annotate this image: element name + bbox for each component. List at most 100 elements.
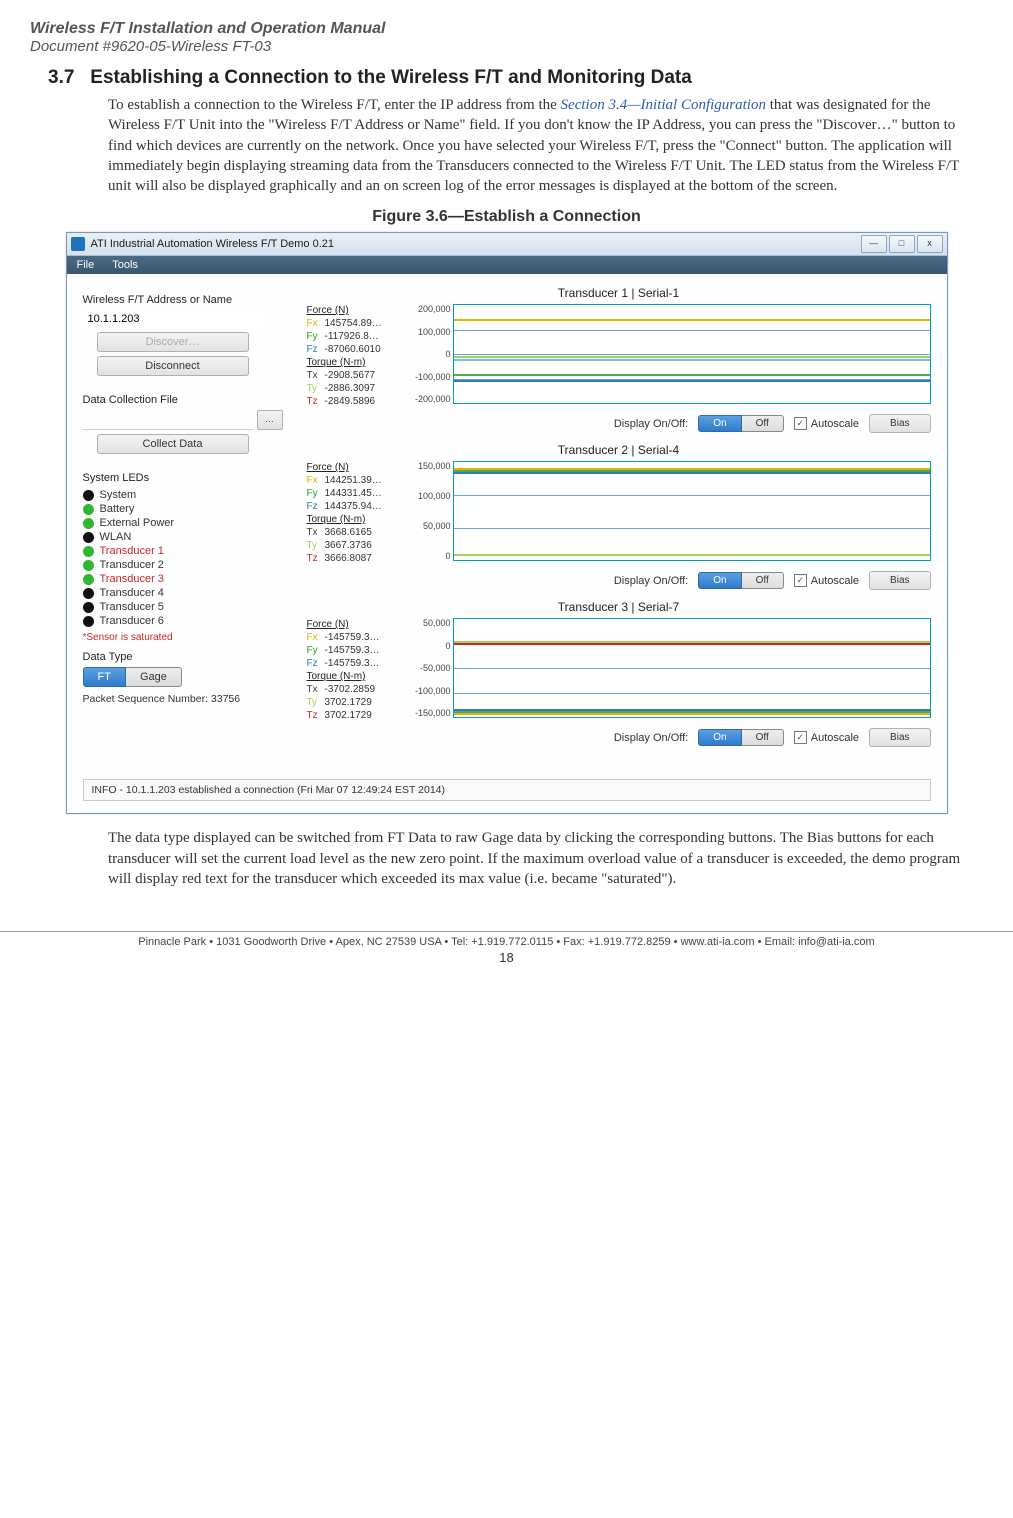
led-indicator-icon	[83, 504, 94, 515]
chart: 50,0000-50,000-100,000-150,000	[453, 618, 931, 718]
display-off-button[interactable]: Off	[742, 729, 784, 746]
app-window: ATI Industrial Automation Wireless F/T D…	[66, 232, 948, 814]
titlebar: ATI Industrial Automation Wireless F/T D…	[67, 233, 947, 256]
footer: Pinnacle Park • 1031 Goodworth Drive • A…	[0, 931, 1013, 948]
display-controls: Display On/Off: OnOff ✓ Autoscale Bias	[307, 728, 931, 747]
display-on-button[interactable]: On	[698, 729, 741, 746]
led-indicator-icon	[83, 588, 94, 599]
led-label: Transducer 2	[100, 559, 164, 571]
led-label: Transducer 4	[100, 587, 164, 599]
file-path-input[interactable]	[83, 411, 253, 430]
led-indicator-icon	[83, 616, 94, 627]
section-title: Establishing a Connection to the Wireles…	[90, 67, 692, 88]
display-off-button[interactable]: Off	[742, 572, 784, 589]
disconnect-button[interactable]: Disconnect	[97, 356, 249, 376]
display-label: Display On/Off:	[614, 575, 688, 587]
led-item: Transducer 5	[83, 600, 283, 614]
led-label: System	[100, 489, 137, 501]
led-indicator-icon	[83, 546, 94, 557]
bias-button[interactable]: Bias	[869, 414, 930, 433]
data-file-label: Data Collection File	[83, 394, 283, 406]
chart: 150,000100,00050,0000	[453, 461, 931, 561]
saturated-note: *Sensor is saturated	[83, 632, 283, 643]
display-label: Display On/Off:	[614, 418, 688, 430]
menu-file[interactable]: File	[77, 259, 95, 271]
display-on-button[interactable]: On	[698, 415, 741, 432]
section-link[interactable]: Section 3.4—Initial Configuration	[561, 97, 766, 113]
left-panel: Wireless F/T Address or Name Discover… D…	[83, 286, 283, 757]
autoscale-checkbox[interactable]: ✓ Autoscale	[794, 417, 859, 430]
led-item: Transducer 4	[83, 586, 283, 600]
led-indicator-icon	[83, 490, 94, 501]
led-item: System	[83, 488, 283, 502]
led-label: Battery	[100, 503, 135, 515]
data-type-label: Data Type	[83, 651, 283, 663]
led-indicator-icon	[83, 518, 94, 529]
led-item: WLAN	[83, 530, 283, 544]
gage-button[interactable]: Gage	[126, 667, 182, 687]
transducer-block: Transducer 1 | Serial-1 Force (N)Fx145754…	[307, 286, 931, 433]
figure-caption: Figure 3.6—Establish a Connection	[30, 208, 983, 226]
display-off-button[interactable]: Off	[742, 415, 784, 432]
led-indicator-icon	[83, 560, 94, 571]
autoscale-label: Autoscale	[811, 575, 859, 587]
led-list: System Battery External Power WLAN Transduce…	[83, 488, 283, 628]
led-item: Transducer 2	[83, 558, 283, 572]
led-item: Transducer 6	[83, 614, 283, 628]
led-label: Transducer 6	[100, 615, 164, 627]
close-button[interactable]: x	[917, 235, 943, 253]
y-axis-labels: 150,000100,00050,0000	[407, 461, 451, 561]
minimize-button[interactable]: —	[861, 235, 887, 253]
browse-button[interactable]: …	[257, 410, 283, 430]
address-label: Wireless F/T Address or Name	[83, 294, 283, 306]
checkbox-icon: ✓	[794, 574, 807, 587]
led-label: Transducer 3	[100, 573, 164, 585]
autoscale-label: Autoscale	[811, 418, 859, 430]
info-log: INFO - 10.1.1.203 established a connecti…	[83, 779, 931, 801]
led-label: External Power	[100, 517, 175, 529]
readings-panel: Force (N)Fx-145759.3…Fy-145759.3…Fz-1457…	[307, 618, 397, 722]
transducer-block: Transducer 2 | Serial-4 Force (N)Fx144251…	[307, 443, 931, 590]
chart: 200,000100,0000-100,000-200,000	[453, 304, 931, 404]
checkbox-icon: ✓	[794, 731, 807, 744]
display-controls: Display On/Off: OnOff ✓ Autoscale Bias	[307, 414, 931, 433]
checkbox-icon: ✓	[794, 417, 807, 430]
display-label: Display On/Off:	[614, 732, 688, 744]
transducer-title: Transducer 2 | Serial-4	[307, 443, 931, 457]
autoscale-checkbox[interactable]: ✓ Autoscale	[794, 574, 859, 587]
section-number: 3.7	[48, 67, 74, 88]
bias-button[interactable]: Bias	[869, 571, 930, 590]
section-heading: 3.7 Establishing a Connection to the Wir…	[48, 67, 983, 89]
display-on-button[interactable]: On	[698, 572, 741, 589]
led-indicator-icon	[83, 574, 94, 585]
system-leds-label: System LEDs	[83, 472, 283, 484]
ip-address-input[interactable]	[83, 310, 263, 328]
ft-button[interactable]: FT	[83, 667, 126, 687]
autoscale-checkbox[interactable]: ✓ Autoscale	[794, 731, 859, 744]
led-indicator-icon	[83, 602, 94, 613]
page-number: 18	[0, 950, 1013, 965]
collect-data-button[interactable]: Collect Data	[97, 434, 249, 454]
menubar: File Tools	[67, 256, 947, 274]
display-controls: Display On/Off: OnOff ✓ Autoscale Bias	[307, 571, 931, 590]
transducer-block: Transducer 3 | Serial-7 Force (N)Fx-14575…	[307, 600, 931, 747]
readings-panel: Force (N)Fx145754.89…Fy-117926.8…Fz-8706…	[307, 304, 397, 408]
doc-title: Wireless F/T Installation and Operation …	[30, 20, 983, 38]
intro-paragraph: To establish a connection to the Wireles…	[108, 95, 963, 196]
transducer-title: Transducer 1 | Serial-1	[307, 286, 931, 300]
closing-paragraph: The data type displayed can be switched …	[108, 828, 963, 889]
led-label: WLAN	[100, 531, 132, 543]
bias-button[interactable]: Bias	[869, 728, 930, 747]
autoscale-label: Autoscale	[811, 732, 859, 744]
readings-panel: Force (N)Fx144251.39…Fy144331.45…Fz14437…	[307, 461, 397, 565]
led-label: Transducer 1	[100, 545, 164, 557]
packet-sequence: Packet Sequence Number: 33756	[83, 693, 283, 705]
led-indicator-icon	[83, 532, 94, 543]
discover-button[interactable]: Discover…	[97, 332, 249, 352]
transducer-title: Transducer 3 | Serial-7	[307, 600, 931, 614]
app-icon	[71, 237, 85, 251]
led-item: Transducer 1	[83, 544, 283, 558]
menu-tools[interactable]: Tools	[112, 259, 138, 271]
doc-number: Document #9620-05-Wireless FT-03	[30, 38, 983, 55]
maximize-button[interactable]: □	[889, 235, 915, 253]
